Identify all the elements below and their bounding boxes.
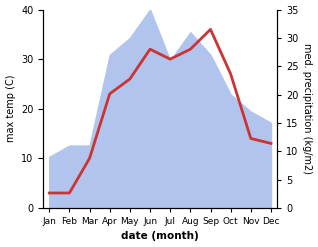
Y-axis label: med. precipitation (kg/m2): med. precipitation (kg/m2) [302, 43, 313, 174]
X-axis label: date (month): date (month) [121, 231, 199, 242]
Y-axis label: max temp (C): max temp (C) [5, 75, 16, 143]
